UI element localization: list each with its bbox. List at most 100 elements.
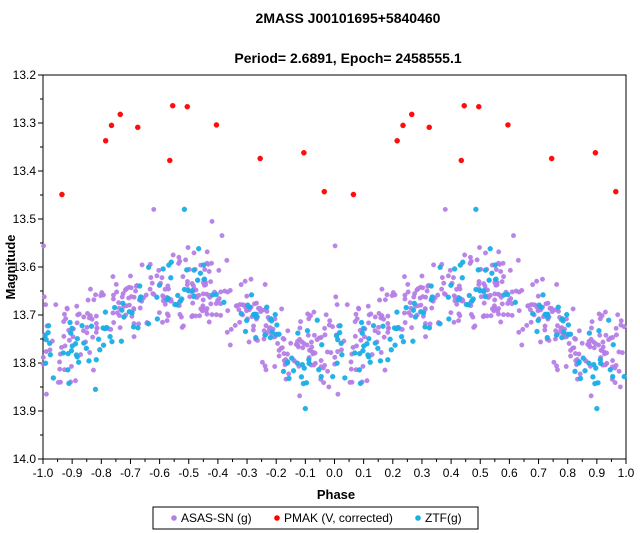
- data-point: [112, 304, 118, 311]
- data-point: [244, 293, 250, 299]
- data-point: [441, 280, 447, 286]
- data-point: [372, 314, 378, 320]
- data-point: [543, 311, 549, 318]
- data-point: [555, 367, 560, 373]
- data-point: [176, 254, 182, 260]
- data-point: [76, 359, 82, 365]
- y-axis-label: Magnitude: [3, 235, 18, 300]
- data-point: [167, 157, 173, 164]
- data-point: [553, 328, 559, 334]
- data-point: [376, 324, 382, 330]
- x-tick-label: 0.3: [414, 466, 431, 480]
- data-point: [466, 292, 472, 299]
- data-point: [201, 276, 208, 282]
- data-point: [342, 375, 348, 381]
- data-point: [542, 323, 548, 329]
- data-point: [216, 296, 222, 302]
- data-point: [615, 312, 621, 318]
- data-point: [596, 328, 602, 334]
- data-point: [586, 330, 593, 336]
- data-point: [524, 322, 530, 328]
- data-point: [134, 124, 141, 131]
- data-point: [568, 353, 574, 359]
- data-point: [169, 102, 176, 109]
- data-point: [487, 246, 493, 252]
- data-point: [610, 342, 616, 348]
- data-point: [199, 308, 205, 314]
- data-point: [248, 292, 255, 298]
- data-point: [123, 303, 129, 309]
- data-point: [559, 325, 565, 331]
- data-point: [110, 274, 116, 280]
- data-point: [387, 336, 393, 342]
- data-point: [166, 286, 171, 292]
- data-point: [354, 343, 359, 349]
- data-point: [85, 297, 91, 303]
- series-pmak: [59, 102, 619, 198]
- legend: ASAS-SN (g) PMAK (V, corrected) ZTF(g): [152, 506, 479, 530]
- data-point: [457, 313, 463, 319]
- data-point: [120, 291, 126, 297]
- data-point: [618, 318, 624, 324]
- data-point: [93, 357, 99, 363]
- data-point: [448, 282, 454, 288]
- data-point: [375, 330, 381, 336]
- data-point: [333, 333, 340, 339]
- data-point: [128, 285, 134, 291]
- data-point: [604, 350, 610, 356]
- data-point: [326, 384, 332, 390]
- data-point: [147, 286, 153, 292]
- data-point: [599, 313, 605, 319]
- legend-box: [152, 506, 479, 530]
- data-point: [377, 297, 383, 303]
- legend-marker-pmak: [274, 515, 280, 521]
- data-point: [137, 305, 143, 311]
- data-point: [473, 206, 479, 213]
- x-tick-label: 0.9: [589, 466, 606, 480]
- data-point: [60, 350, 66, 356]
- chart-title: 2MASS J00101695+5840460: [256, 10, 441, 26]
- data-point: [382, 367, 388, 373]
- data-point: [475, 267, 481, 273]
- data-point: [588, 393, 594, 399]
- data-point: [68, 348, 75, 354]
- data-point: [462, 252, 468, 258]
- data-point: [244, 308, 249, 314]
- data-point: [419, 273, 425, 279]
- data-point: [93, 292, 98, 298]
- data-point: [232, 322, 238, 328]
- data-point: [460, 259, 466, 265]
- data-point: [218, 289, 224, 295]
- data-point: [178, 314, 184, 320]
- data-point: [465, 302, 472, 308]
- data-point: [402, 320, 408, 325]
- data-point: [451, 266, 458, 272]
- data-point: [534, 328, 540, 335]
- data-point: [219, 233, 225, 239]
- data-point: [213, 291, 219, 298]
- data-point: [43, 391, 49, 397]
- data-point: [90, 334, 96, 340]
- data-point: [102, 309, 109, 315]
- data-point: [365, 303, 371, 309]
- data-point: [170, 252, 176, 258]
- data-point: [318, 358, 324, 364]
- data-point: [259, 359, 265, 365]
- data-point: [154, 316, 161, 322]
- data-point: [47, 352, 54, 358]
- data-point: [197, 270, 204, 276]
- y-tick-label: 13.3: [13, 116, 37, 130]
- data-point: [509, 312, 515, 318]
- data-point: [184, 103, 191, 110]
- data-point: [156, 310, 162, 316]
- data-point: [618, 322, 624, 328]
- x-tick-label: -0.1: [295, 466, 316, 480]
- data-point: [302, 405, 309, 412]
- data-point: [555, 323, 560, 329]
- data-point: [431, 262, 437, 268]
- data-point: [333, 294, 339, 300]
- data-point: [311, 332, 317, 338]
- data-point: [441, 291, 447, 297]
- data-point: [498, 268, 504, 274]
- data-point: [175, 292, 181, 299]
